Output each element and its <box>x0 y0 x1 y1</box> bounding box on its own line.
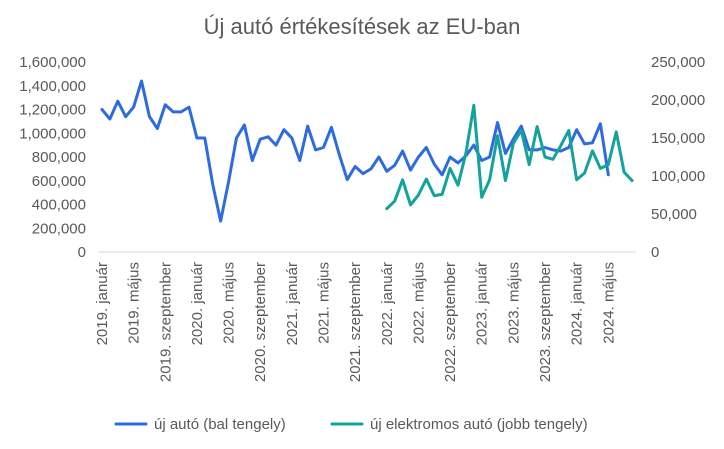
x-tick-label: 2023. január <box>474 262 491 345</box>
x-tick-label: 2021. szeptember <box>347 262 364 382</box>
y-axis-left: 0 200,000 400,000 600,000 800,000 1,000,000 1,… <box>19 54 86 261</box>
x-tick-label: 2022. május <box>410 262 427 344</box>
y-right-tick-label: 0 <box>651 244 659 261</box>
x-tick-label: 2020. május <box>221 262 238 344</box>
x-tick-label: 2021. január <box>284 262 301 345</box>
y-left-tick-label: 800,000 <box>32 149 86 166</box>
x-axis: 2019. január 2019. május 2019. szeptember 2… <box>94 262 617 382</box>
y-right-tick-label: 100,000 <box>651 168 705 185</box>
x-tick-label: 2021. május <box>315 262 332 344</box>
y-left-tick-label: 1,200,000 <box>19 102 86 119</box>
y-left-tick-label: 600,000 <box>32 173 86 190</box>
y-right-tick-label: 200,000 <box>651 92 705 109</box>
x-tick-label: 2020. szeptember <box>252 262 269 382</box>
plot-area <box>100 79 634 223</box>
y-left-tick-label: 0 <box>78 244 86 261</box>
y-right-tick-label: 150,000 <box>651 130 705 147</box>
y-left-tick-label: 1,400,000 <box>19 78 86 95</box>
series-line-car <box>100 79 610 223</box>
chart-title: Új autó értékesítések az EU-ban <box>204 14 521 39</box>
x-tick-label: 2024. május <box>600 262 617 344</box>
x-tick-label: 2023. május <box>505 262 522 344</box>
y-axis-right: 0 50,000 100,000 150,000 200,000 250,000 <box>651 54 705 261</box>
x-tick-label: 2024. január <box>569 262 586 345</box>
y-left-tick-label: 400,000 <box>32 197 86 214</box>
legend-label: új elektromos autó (jobb tengely) <box>370 416 588 433</box>
y-left-tick-label: 200,000 <box>32 220 86 237</box>
x-tick-label: 2022. szeptember <box>442 262 459 382</box>
x-tick-label: 2019. január <box>94 262 111 345</box>
x-tick-label: 2020. január <box>189 262 206 345</box>
x-tick-label: 2022. január <box>379 262 396 345</box>
x-tick-label: 2023. szeptember <box>537 262 554 382</box>
x-tick-label: 2019. szeptember <box>157 262 174 382</box>
legend-label: új autó (bal tengely) <box>154 416 286 433</box>
x-tick-label: 2019. május <box>126 262 143 344</box>
y-left-tick-label: 1,600,000 <box>19 54 86 71</box>
series-line-ev <box>385 103 634 211</box>
y-right-tick-label: 50,000 <box>651 206 697 223</box>
y-left-tick-label: 1,000,000 <box>19 125 86 142</box>
y-right-tick-label: 250,000 <box>651 54 705 71</box>
legend: új autó (bal tengely) új elektromos autó … <box>114 416 588 433</box>
